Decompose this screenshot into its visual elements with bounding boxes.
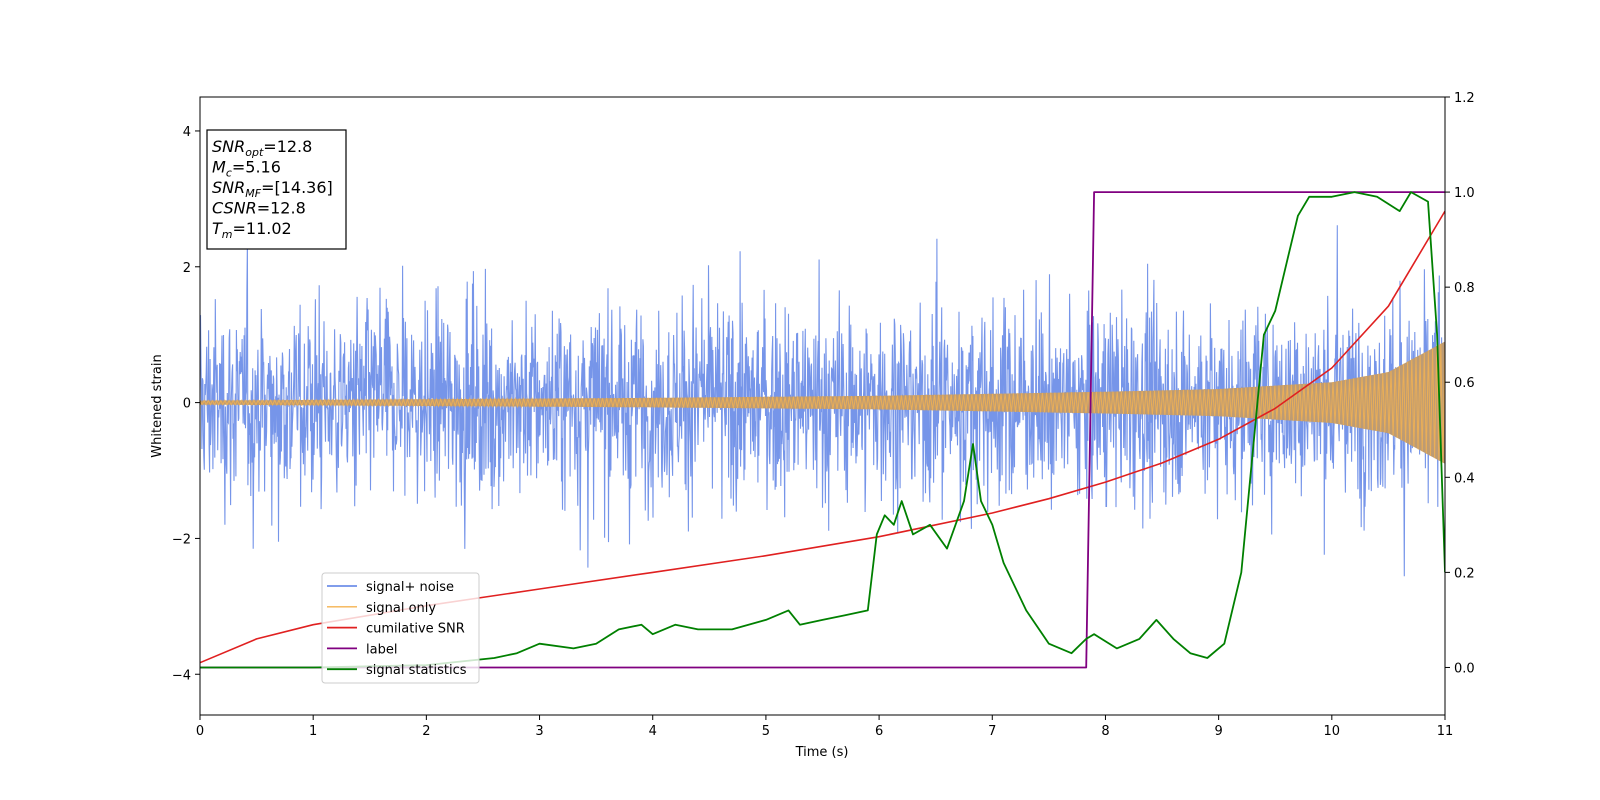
info-subscript: opt [245,146,264,159]
x-tick-label: 2 [422,724,430,739]
info-value: =11.02 [233,219,292,238]
info-symbol: SNR [212,178,245,197]
info-value: =5.16 [232,158,281,177]
info-subscript: MF [245,187,261,200]
info-box-frame [206,129,347,250]
info-box-line: SNRopt=12.8 [212,137,312,159]
legend: signal+ noise signal only cumilative SNR la… [321,572,480,684]
series-label [200,191,1445,669]
info-value: =12.8 [257,199,306,218]
info-value: =12.8 [263,137,312,156]
y-right-tick-label: 0.2 [1454,566,1475,581]
x-tick-label: 0 [196,724,204,739]
x-tick-label: 10 [1324,724,1341,739]
x-axis-label: Time (s) [795,745,849,760]
x-tick-label: 6 [875,724,883,739]
y-left-tick-label: 2 [183,261,191,276]
y-left-tick-label: −4 [172,668,191,683]
y-axis-left: 4 2 0 −2 −4 [172,125,200,683]
info-box-line: CSNR=12.8 [212,199,306,218]
legend-label: cumilative SNR [366,622,465,637]
plot-frame [199,96,1446,716]
x-axis: 0 1 2 3 4 5 6 7 8 9 10 11 [196,715,1453,739]
y-right-tick-label: 0.4 [1454,471,1475,486]
series-signal-statistics [200,191,1445,669]
x-tick-label: 1 [309,724,317,739]
legend-frame [321,572,480,684]
info-symbol: M [212,158,226,177]
info-subscript: m [222,228,233,241]
legend-label: signal statistics [366,663,467,678]
x-tick-label: 5 [762,724,770,739]
y-right-tick-label: 0.0 [1454,661,1475,676]
info-symbol: T [212,219,223,238]
series-signal-only [200,341,1445,463]
y-right-tick-label: 1.2 [1454,91,1475,106]
info-box-line: Mc=5.16 [212,158,281,180]
y-left-tick-label: 4 [183,125,191,140]
legend-label: label [366,642,397,657]
x-tick-label: 8 [1101,724,1109,739]
info-box: SNRopt=12.8Mc=5.16SNRMF=[14.36]CSNR=12.8… [206,129,347,250]
x-tick-label: 7 [988,724,996,739]
info-box-line: Tm=11.02 [212,219,292,241]
x-tick-label: 3 [535,724,543,739]
y-axis-label: Whitened strain [150,354,165,457]
y-axis-right: 1.2 1.0 0.8 0.6 0.4 0.2 0.0 [1445,91,1475,676]
y-right-tick-label: 0.6 [1454,376,1475,391]
legend-label: signal+ noise [366,580,454,595]
y-left-tick-label: 0 [183,397,191,412]
y-left-tick-label: −2 [172,532,191,547]
x-tick-label: 11 [1437,724,1454,739]
x-tick-label: 4 [649,724,657,739]
legend-label: signal only [366,601,436,616]
x-tick-label: 9 [1214,724,1222,739]
info-symbol: SNR [212,137,245,156]
info-box-line: SNRMF=[14.36] [212,178,333,200]
info-symbol: CSNR [212,199,257,218]
y-right-tick-label: 0.8 [1454,281,1475,296]
info-value: =[14.36] [261,178,333,197]
y-right-tick-label: 1.0 [1454,186,1475,201]
series-signal-only-fill [200,341,1445,464]
info-subscript: c [226,167,232,180]
